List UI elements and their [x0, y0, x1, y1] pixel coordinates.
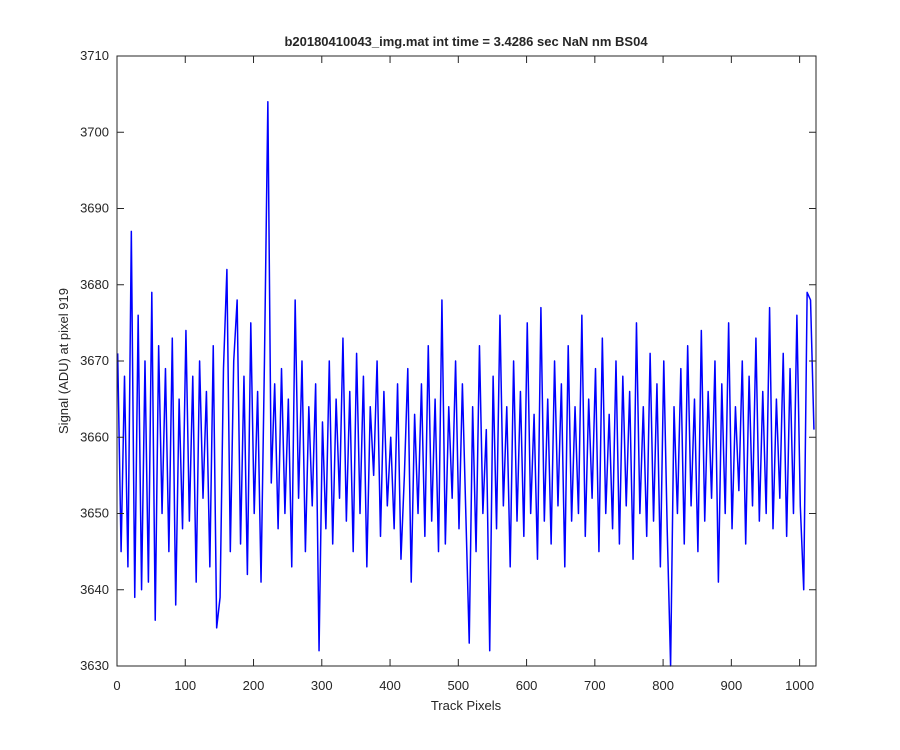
y-tick-label: 3640	[80, 582, 109, 597]
y-tick-label: 3700	[80, 124, 109, 139]
x-tick-label: 300	[311, 678, 333, 693]
x-tick-label: 700	[584, 678, 606, 693]
x-tick-label: 1000	[785, 678, 814, 693]
y-tick-label: 3690	[80, 201, 109, 216]
y-tick-label: 3680	[80, 277, 109, 292]
y-tick-label: 3650	[80, 506, 109, 521]
y-tick-label: 3630	[80, 658, 109, 673]
x-tick-label: 500	[447, 678, 469, 693]
x-tick-label: 800	[652, 678, 674, 693]
x-tick-label: 0	[113, 678, 120, 693]
y-tick-label: 3660	[80, 429, 109, 444]
x-tick-label: 400	[379, 678, 401, 693]
y-axis-label: Signal (ADU) at pixel 919	[56, 288, 71, 434]
x-tick-label: 200	[243, 678, 265, 693]
x-tick-label: 100	[174, 678, 196, 693]
chart-title: b20180410043_img.mat int time = 3.4286 s…	[284, 34, 648, 49]
x-tick-label: 600	[516, 678, 538, 693]
y-tick-label: 3670	[80, 353, 109, 368]
x-axis-label: Track Pixels	[431, 698, 502, 713]
y-tick-label: 3710	[80, 48, 109, 63]
data-line	[116, 101, 815, 667]
x-tick-label: 900	[721, 678, 743, 693]
